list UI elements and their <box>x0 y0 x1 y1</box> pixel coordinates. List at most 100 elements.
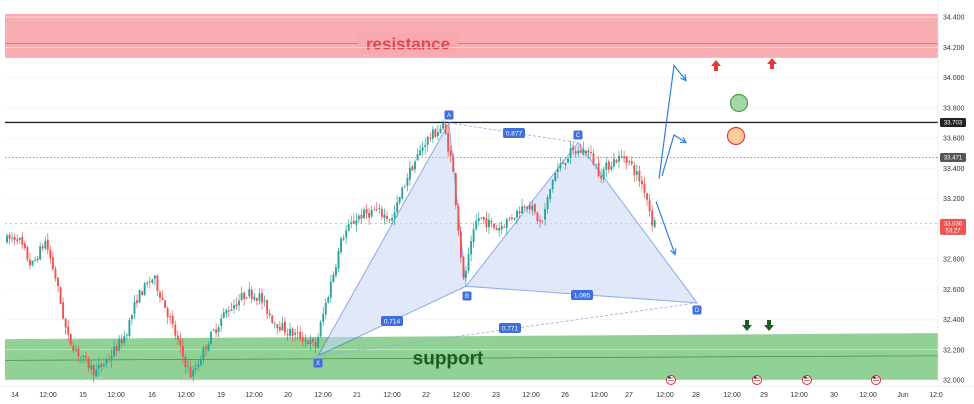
price-label-33.036: 33.036 <box>944 221 963 227</box>
candle-body-84 <box>220 318 223 326</box>
candle-body-177 <box>457 206 460 231</box>
candle-body-102 <box>266 299 269 314</box>
pattern-bcd-triangle[interactable] <box>464 141 699 304</box>
candle-body-35 <box>95 369 98 377</box>
candle-body-25 <box>69 333 72 345</box>
x-tick-6: 19 <box>217 392 225 399</box>
candle-body-212 <box>546 197 549 210</box>
candle-body-145 <box>375 209 378 211</box>
us-flag-icon-1[interactable] <box>752 375 762 385</box>
point-label-X: X <box>316 361 320 367</box>
candle-body-10 <box>31 260 34 265</box>
candle-body-112 <box>291 328 294 336</box>
candle-body-85 <box>222 312 225 318</box>
candle-body-167 <box>431 129 434 139</box>
candle-body-217 <box>559 163 562 169</box>
point-badge-A[interactable] <box>444 110 454 120</box>
candle-body-74 <box>194 368 197 370</box>
candle-body-157 <box>406 178 409 186</box>
candle-body-152 <box>393 212 396 219</box>
candle-body-58 <box>153 275 156 279</box>
candle-body-26 <box>72 345 75 352</box>
support-label: support <box>413 348 484 369</box>
candle-body-245 <box>630 161 633 164</box>
candle-body-132 <box>342 237 345 240</box>
candle-body-143 <box>370 209 373 217</box>
candle-body-28 <box>77 348 80 356</box>
scenario-path-1[interactable] <box>661 134 687 176</box>
circle-orange-icon[interactable] <box>726 126 746 146</box>
point-badge-C[interactable] <box>573 130 583 140</box>
candle-body-118 <box>306 341 309 345</box>
overlay-layer[interactable] <box>655 58 881 385</box>
circle-green-icon[interactable] <box>729 93 749 113</box>
candle-body-11 <box>34 259 36 261</box>
candle-body-123 <box>319 322 322 337</box>
candle-body-100 <box>261 292 263 303</box>
candle-body-18 <box>51 257 54 269</box>
candle-body-0 <box>6 235 8 243</box>
point-badge-X[interactable] <box>313 358 323 368</box>
candle-body-67 <box>176 335 179 340</box>
candle-body-119 <box>309 339 312 345</box>
candle-body-185 <box>477 218 480 221</box>
candle-body-27 <box>74 349 77 351</box>
candle-body-200 <box>516 210 518 218</box>
candle-body-98 <box>255 298 258 301</box>
candle-body-130 <box>337 250 340 269</box>
x-tick-11: 12:00 <box>383 392 401 399</box>
x-tick-23: 12:00 <box>790 392 808 399</box>
support-zone <box>5 333 938 380</box>
scenario-path-2[interactable] <box>655 201 676 255</box>
candle-body-133 <box>345 230 348 238</box>
point-badge-B[interactable] <box>462 291 472 301</box>
x-axis-panel <box>0 386 938 404</box>
candle-body-105 <box>273 323 276 324</box>
point-badge-D[interactable] <box>692 305 702 315</box>
candle-body-184 <box>475 220 478 230</box>
candle-body-42 <box>113 346 116 356</box>
us-flag-canton-0 <box>668 376 671 379</box>
x-tick-12: 22 <box>422 392 430 399</box>
us-flag-icon-2[interactable] <box>802 375 812 385</box>
candle-body-121 <box>314 341 317 348</box>
candle-body-206 <box>531 205 534 211</box>
candle-body-147 <box>380 208 383 217</box>
candle-body-139 <box>360 214 363 219</box>
harmonic-pattern-layer[interactable]: 0.714 0.877 1.095 0.771 X A B C D <box>313 110 702 368</box>
candle-body-50 <box>133 301 136 314</box>
candle-body-124 <box>322 313 325 322</box>
candle-body-170 <box>439 128 442 134</box>
x-tick-24: 30 <box>830 392 838 399</box>
countdown-label: 53:27 <box>945 228 961 234</box>
candle-body-189 <box>488 219 490 228</box>
x-tick-25: 12:00 <box>859 392 877 399</box>
us-flag-icon-3[interactable] <box>871 375 881 385</box>
candle-body-60 <box>159 292 161 298</box>
candle-body-158 <box>408 167 411 180</box>
candle-body-183 <box>472 229 475 242</box>
arrow-up-icon-0 <box>711 60 721 71</box>
candle-body-22 <box>62 302 65 319</box>
scenario-path-0[interactable] <box>658 63 687 179</box>
candle-body-14 <box>41 246 44 249</box>
candle-body-238 <box>612 159 615 167</box>
candle-body-149 <box>386 215 388 219</box>
x-tick-5: 12:00 <box>177 392 195 399</box>
arrow-down-icon-1 <box>764 320 774 331</box>
candle-body-65 <box>171 315 174 325</box>
resistance-label: resistance <box>366 34 450 53</box>
us-flag-icon-0[interactable] <box>666 375 676 385</box>
candle-body-242 <box>623 156 626 159</box>
candle-body-15 <box>44 240 47 249</box>
candle-body-94 <box>245 297 248 299</box>
candle-body-19 <box>54 268 57 279</box>
y-tick-4: 33.600 <box>943 136 965 143</box>
x-tick-19: 12:00 <box>656 392 674 399</box>
candle-body-221 <box>569 148 572 158</box>
candle-body-194 <box>500 225 503 230</box>
candle-body-41 <box>110 356 113 361</box>
